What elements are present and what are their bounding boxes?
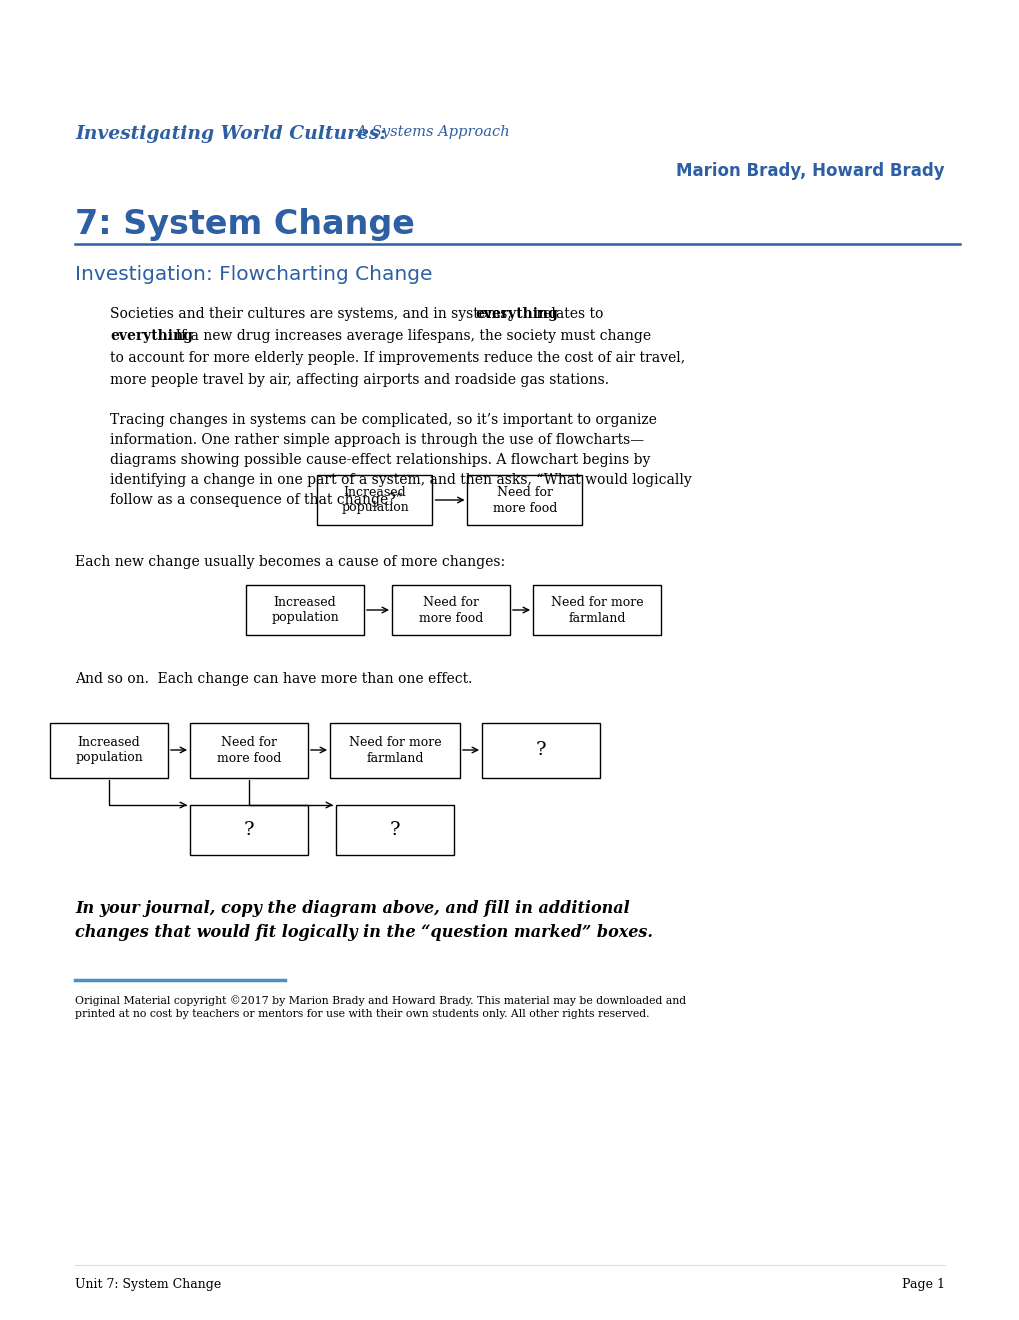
Bar	[391, 585, 510, 635]
Text: to account for more elderly people. If improvements reduce the cost of air trave: to account for more elderly people. If i…	[110, 351, 685, 366]
Bar	[190, 805, 308, 855]
Text: Increased
population: Increased population	[271, 595, 338, 624]
Text: Need for
more food: Need for more food	[419, 595, 483, 624]
Text: In your journal, copy the diagram above, and fill in additional
changes that wou: In your journal, copy the diagram above,…	[75, 900, 652, 941]
Text: A Systems Approach: A Systems Approach	[352, 125, 510, 139]
Text: ?: ?	[535, 741, 546, 759]
Text: Need for
more food: Need for more food	[217, 735, 281, 764]
Text: Societies and their cultures are systems, and in systems,: Societies and their cultures are systems…	[110, 308, 516, 321]
Text: more people travel by air, affecting airports and roadside gas stations.: more people travel by air, affecting air…	[110, 374, 608, 387]
Bar	[330, 722, 460, 777]
Text: relates to: relates to	[532, 308, 603, 321]
Text: 7: System Change: 7: System Change	[75, 209, 415, 242]
Bar	[533, 585, 660, 635]
Text: ?: ?	[244, 821, 254, 840]
Text: Need for
more food: Need for more food	[492, 486, 556, 515]
Text: everything: everything	[110, 329, 193, 343]
Text: Each new change usually becomes a cause of more changes:: Each new change usually becomes a cause …	[75, 554, 504, 569]
Text: Need for more
farmland: Need for more farmland	[550, 595, 643, 624]
Text: Need for more
farmland: Need for more farmland	[348, 735, 441, 764]
Bar	[50, 722, 168, 777]
Text: ?: ?	[389, 821, 399, 840]
Text: Tracing changes in systems can be complicated, so it’s important to organize
inf: Tracing changes in systems can be compli…	[110, 413, 691, 507]
Text: Increased
population: Increased population	[75, 735, 143, 764]
Text: Investigating World Cultures:: Investigating World Cultures:	[75, 125, 386, 143]
Bar	[246, 585, 364, 635]
Bar	[467, 475, 582, 525]
Text: Unit 7: System Change: Unit 7: System Change	[75, 1278, 221, 1291]
Text: everything: everything	[475, 308, 557, 321]
Bar	[335, 805, 453, 855]
Bar	[317, 475, 432, 525]
Text: Investigation: Flowcharting Change: Investigation: Flowcharting Change	[75, 265, 432, 284]
Text: . If a new drug increases average lifespans, the society must change: . If a new drug increases average lifesp…	[167, 329, 650, 343]
Bar	[482, 722, 599, 777]
Text: Original Material copyright ©2017 by Marion Brady and Howard Brady. This materia: Original Material copyright ©2017 by Mar…	[75, 995, 686, 1019]
Text: And so on.  Each change can have more than one effect.: And so on. Each change can have more tha…	[75, 672, 472, 686]
Text: Increased
population: Increased population	[340, 486, 409, 515]
Text: Page 1: Page 1	[901, 1278, 944, 1291]
Bar	[190, 722, 308, 777]
Text: Marion Brady, Howard Brady: Marion Brady, Howard Brady	[676, 162, 944, 180]
